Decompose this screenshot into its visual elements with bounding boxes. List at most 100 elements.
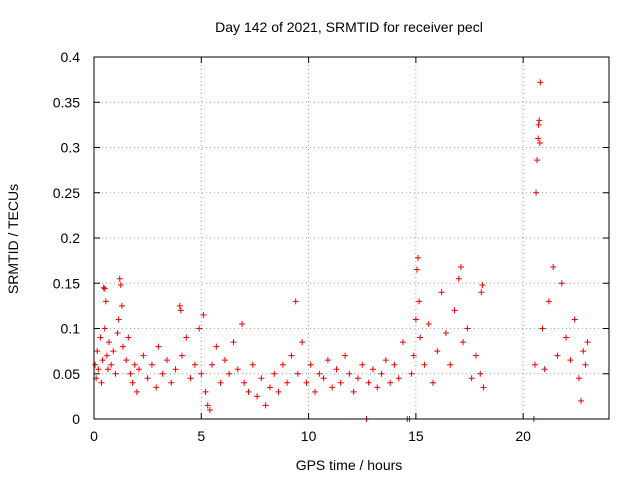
data-point <box>468 375 475 382</box>
x-tick-label: 10 <box>301 428 317 444</box>
data-point <box>571 316 578 323</box>
data-point <box>262 402 269 409</box>
y-tick-label: 0.3 <box>61 140 81 156</box>
data-point <box>438 289 445 296</box>
axis-tick-labels: 0 5 10 15 20 0 0.05 0.1 0.15 0.2 0.25 0.3 0.35 0.4 <box>53 49 531 444</box>
data-point <box>374 384 381 391</box>
data-point <box>119 343 126 350</box>
data-point <box>106 339 113 346</box>
data-point <box>537 79 544 86</box>
data-point <box>539 325 546 332</box>
data-point <box>478 289 485 296</box>
data-point <box>110 348 117 355</box>
data-point <box>354 375 361 382</box>
data-point <box>533 189 540 196</box>
data-point <box>460 339 467 346</box>
data-point <box>153 384 160 391</box>
data-point <box>369 366 376 373</box>
data-point <box>412 316 419 323</box>
data-point <box>442 330 449 337</box>
data-point <box>196 325 203 332</box>
data-point <box>292 298 299 305</box>
y-tick-label: 0.2 <box>61 230 81 246</box>
y-tick-label: 0.25 <box>53 185 80 201</box>
data-point <box>101 325 108 332</box>
data-point <box>457 263 464 270</box>
data-point <box>415 254 422 261</box>
data-point <box>234 366 241 373</box>
data-point <box>434 348 441 355</box>
data-point <box>117 282 124 289</box>
data-points <box>92 79 591 422</box>
data-point <box>425 320 432 327</box>
data-point <box>159 370 166 377</box>
data-point <box>447 361 454 368</box>
y-tick-label: 0.05 <box>53 366 80 382</box>
data-point <box>155 343 162 350</box>
y-tick-label: 0.1 <box>61 321 81 337</box>
data-point <box>204 402 211 409</box>
data-point <box>400 339 406 346</box>
chart-title: Day 142 of 2021, SRMTID for receiver pec… <box>215 19 483 35</box>
data-point <box>578 397 585 404</box>
data-point <box>536 139 543 146</box>
data-point <box>183 334 190 341</box>
data-point <box>413 266 420 273</box>
data-point <box>148 361 155 368</box>
data-point <box>249 361 256 368</box>
data-point <box>541 366 548 373</box>
data-point <box>333 366 340 373</box>
y-tick-label: 0.15 <box>53 275 80 291</box>
y-tick-label: 0.4 <box>61 49 81 65</box>
data-point <box>480 384 487 391</box>
data-point <box>307 361 314 368</box>
data-point <box>410 352 417 359</box>
data-point <box>112 370 119 377</box>
data-point <box>545 298 552 305</box>
data-point <box>346 370 353 377</box>
data-point <box>288 352 295 359</box>
data-point <box>320 375 327 382</box>
data-point <box>329 384 336 391</box>
data-point <box>582 361 589 368</box>
data-point <box>312 388 319 395</box>
data-point <box>144 375 151 382</box>
data-point <box>221 357 228 364</box>
data-point <box>115 316 122 323</box>
data-point <box>558 280 565 287</box>
data-point <box>217 379 224 386</box>
data-point <box>101 285 108 292</box>
data-point <box>118 302 125 309</box>
data-point <box>378 370 385 377</box>
data-point <box>176 302 183 309</box>
data-point <box>198 370 205 377</box>
data-point <box>206 406 213 413</box>
data-point <box>382 357 389 364</box>
data-point <box>213 343 220 350</box>
data-point <box>430 379 437 386</box>
y-axis-label: SRMTID / TECUs <box>5 184 21 294</box>
data-point <box>359 361 366 368</box>
data-point <box>535 121 542 128</box>
data-point <box>387 379 394 386</box>
data-point <box>163 357 170 364</box>
data-point <box>337 379 344 386</box>
data-point <box>136 366 143 373</box>
data-point <box>567 357 574 364</box>
data-point <box>97 334 104 341</box>
data-point <box>391 361 398 368</box>
data-point <box>92 361 99 368</box>
data-point <box>417 334 424 341</box>
data-point <box>275 388 282 395</box>
data-point <box>239 320 246 327</box>
data-point <box>550 263 557 270</box>
data-point <box>131 361 138 368</box>
data-point <box>133 388 140 395</box>
data-point <box>95 366 102 373</box>
data-point <box>350 388 357 395</box>
data-point <box>172 366 179 373</box>
data-point <box>127 370 134 377</box>
data-point <box>531 361 538 368</box>
data-point <box>99 357 106 364</box>
